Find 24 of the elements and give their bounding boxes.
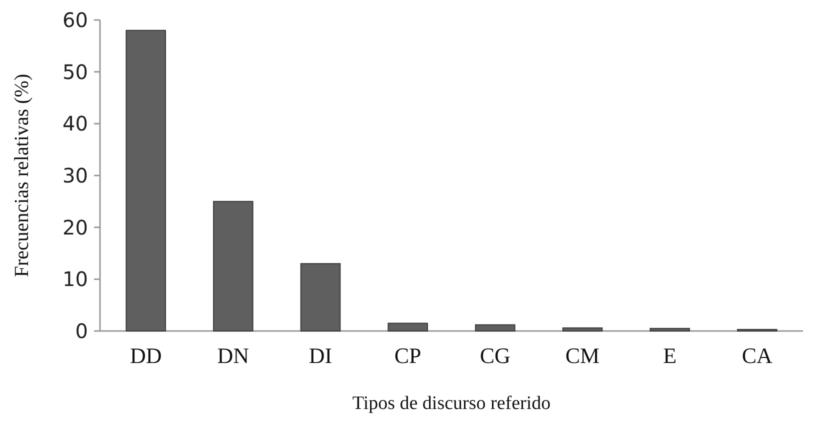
y-tick-label: 60 <box>62 8 88 32</box>
bar <box>562 327 603 332</box>
x-axis-title: Tipos de discurso referido <box>352 393 551 414</box>
y-tick-label: 10 <box>62 267 88 292</box>
bar <box>650 328 690 332</box>
y-tick-label: 50 <box>62 60 88 84</box>
bar <box>300 263 341 332</box>
x-tick-label: DN <box>217 343 250 368</box>
bar <box>475 324 516 332</box>
bar <box>126 30 166 332</box>
x-tick-label: DD <box>130 343 162 368</box>
y-tick-label: 40 <box>62 112 88 136</box>
x-tick-label: E <box>663 343 677 368</box>
y-tick-label: 0 <box>75 319 88 343</box>
x-tick-label: CG <box>480 343 511 368</box>
x-tick-label: CP <box>394 343 422 368</box>
x-tick-label: CM <box>565 343 600 368</box>
bar <box>388 322 428 332</box>
y-tick-label: 30 <box>62 164 88 188</box>
x-tick-label: DI <box>308 343 332 368</box>
x-tick-label: CA <box>742 343 773 368</box>
y-tick-label: 20 <box>62 215 88 240</box>
bar <box>213 200 254 332</box>
y-axis-title: Frecuencias relativas (%) <box>11 74 33 278</box>
